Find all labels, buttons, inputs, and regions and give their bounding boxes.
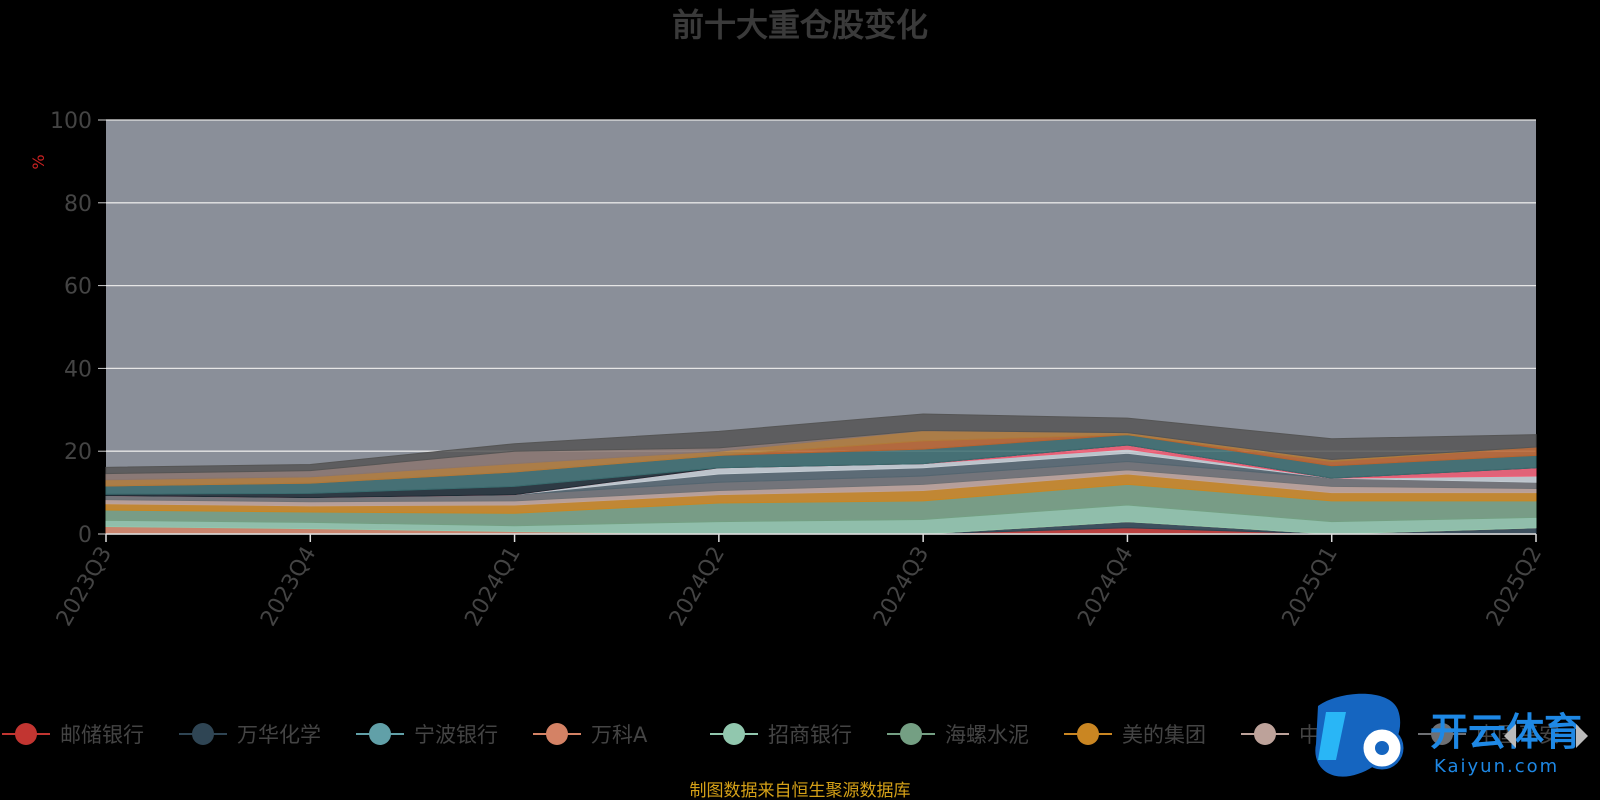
legend-marker-icon bbox=[546, 723, 568, 745]
legend-label: 海螺水泥 bbox=[945, 723, 1029, 747]
x-tick-label: 2023Q3 bbox=[52, 543, 117, 631]
y-tick-label: 80 bbox=[64, 192, 92, 217]
watermark-logo-icon bbox=[1315, 693, 1404, 777]
legend-marker-icon bbox=[15, 723, 37, 745]
legend-item[interactable]: 招商银行 bbox=[710, 723, 852, 747]
chart-title: 前十大重仓股变化 bbox=[672, 6, 928, 44]
x-tick-label: 2023Q4 bbox=[256, 543, 321, 631]
legend-prev-icon[interactable] bbox=[1504, 724, 1516, 748]
y-tick-label: 100 bbox=[50, 109, 92, 134]
x-tick-label: 2025Q2 bbox=[1482, 543, 1547, 631]
legend-item[interactable]: 海螺水泥 bbox=[887, 723, 1029, 747]
y-tick-label: 20 bbox=[64, 440, 92, 465]
legend-label: 美的集团 bbox=[1122, 723, 1206, 747]
x-tick-label: 2024Q1 bbox=[460, 543, 525, 631]
legend-label: 宁波银行 bbox=[414, 723, 498, 747]
legend-item[interactable]: 宁波银行 bbox=[356, 723, 498, 747]
legend-marker-icon bbox=[1077, 723, 1099, 745]
legend-pager[interactable] bbox=[1504, 724, 1588, 748]
legend-item[interactable]: 万科A bbox=[533, 723, 648, 747]
legend-label: 万华化学 bbox=[237, 723, 321, 747]
legend-item[interactable]: 万华化学 bbox=[179, 723, 321, 747]
watermark-subtext: Kaiyun.com bbox=[1434, 756, 1559, 777]
legend-marker-icon bbox=[900, 723, 922, 745]
x-tick-label: 2025Q1 bbox=[1278, 543, 1343, 631]
legend-marker-icon bbox=[369, 723, 391, 745]
legend-item[interactable]: 中国平安 bbox=[1418, 723, 1560, 747]
legend-marker-icon bbox=[192, 723, 214, 745]
legend-marker-icon bbox=[1254, 723, 1276, 745]
area-series bbox=[105, 413, 1537, 475]
legend: 邮储银行万华化学宁波银行万科A招商银行海螺水泥美的集团中国海油中国平安 bbox=[2, 723, 1560, 747]
watermark-text: 开云体育 bbox=[1430, 710, 1582, 754]
legend-marker-icon bbox=[723, 723, 745, 745]
legend-next-icon[interactable] bbox=[1576, 724, 1588, 748]
y-tick-label: 60 bbox=[64, 275, 92, 300]
legend-label: 万科A bbox=[591, 723, 648, 747]
legend-label: 招商银行 bbox=[768, 723, 852, 747]
x-tick-label: 2024Q3 bbox=[869, 543, 934, 631]
legend-label: 邮储银行 bbox=[60, 723, 144, 747]
y-tick-label: 40 bbox=[64, 357, 92, 382]
x-tick-label: 2024Q2 bbox=[665, 543, 730, 631]
y-tick-label: 0 bbox=[78, 523, 92, 548]
legend-item[interactable]: 美的集团 bbox=[1064, 723, 1206, 747]
x-tick-label: 2024Q4 bbox=[1073, 543, 1138, 631]
watermark: 开云体育 Kaiyun.com bbox=[1315, 693, 1588, 777]
legend-marker-icon bbox=[1431, 723, 1453, 745]
data-source-note: 制图数据来自恒生聚源数据库 bbox=[690, 781, 911, 800]
legend-label: 中国平安 bbox=[1476, 723, 1560, 747]
legend-item[interactable]: 邮储银行 bbox=[2, 723, 144, 747]
y-axis-unit: % bbox=[29, 154, 48, 169]
